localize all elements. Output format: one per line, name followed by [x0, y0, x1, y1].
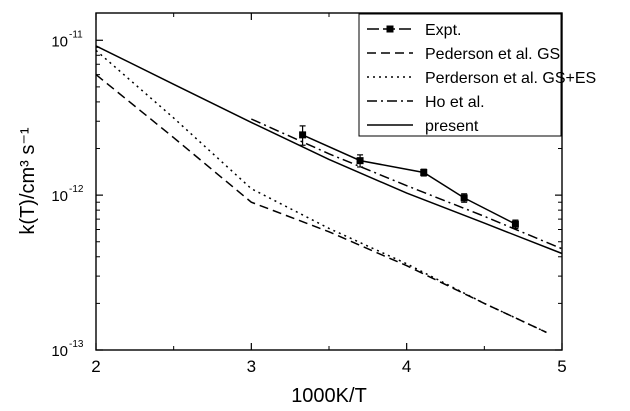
data-point-marker — [461, 194, 468, 201]
x-tick-label: 4 — [402, 357, 411, 376]
x-tick-label: 2 — [91, 357, 100, 376]
y-tick-label: 10 — [51, 188, 68, 205]
y-tick-label: 10 — [51, 343, 68, 360]
y-axis-label: k(T)/cm³ s⁻¹ — [17, 127, 39, 235]
legend-label: Expt. — [425, 22, 461, 39]
legend-label: Perderson et al. GS+ES — [425, 70, 596, 87]
y-tick-exponent: -12 — [69, 184, 84, 195]
legend-marker — [387, 26, 394, 33]
data-point-marker — [420, 169, 427, 176]
series-line — [251, 119, 562, 249]
x-tick-label: 3 — [247, 357, 256, 376]
legend-label: Ho et al. — [425, 94, 485, 111]
x-axis-label: 1000K/T — [291, 385, 367, 407]
legend-label: present — [425, 118, 479, 135]
data-point-marker — [357, 157, 364, 164]
x-tick-label: 5 — [557, 357, 566, 376]
data-point-marker — [299, 131, 306, 138]
y-tick-exponent: -13 — [69, 339, 84, 350]
data-point-marker — [512, 221, 519, 228]
legend-label: Pederson et al. GS — [425, 46, 560, 63]
legend: Expt. Pederson et al. GS Perderson et al. … — [359, 14, 596, 136]
y-tick-exponent: -11 — [69, 29, 83, 40]
y-tick-label: 10 — [51, 33, 68, 50]
series-line — [303, 135, 516, 224]
